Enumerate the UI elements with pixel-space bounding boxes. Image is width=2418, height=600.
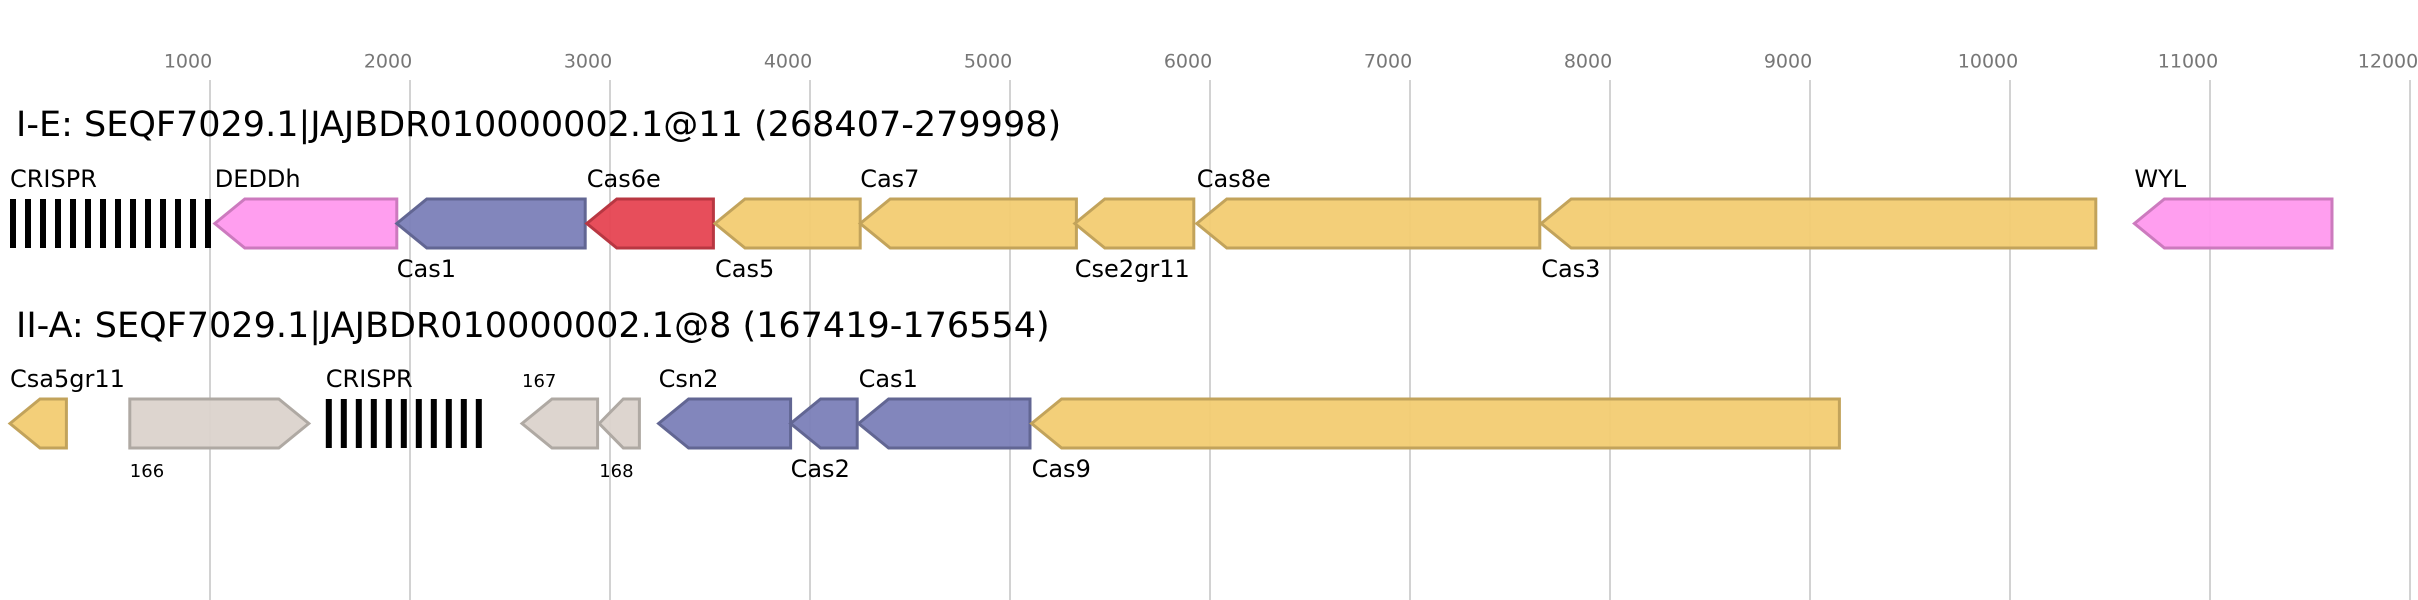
- tick-label: 9000: [1764, 51, 1812, 73]
- gene-label: DEDDh: [215, 165, 301, 193]
- gene: [597, 397, 641, 450]
- gene-arrow: [128, 397, 312, 450]
- gene-arrow: [857, 197, 1078, 250]
- gene: [656, 397, 793, 450]
- crispr-repeat: [40, 199, 46, 248]
- gene-label: Cas7: [860, 165, 919, 193]
- tick-label: 4000: [764, 51, 812, 73]
- tick-label: 10000: [1958, 51, 2018, 73]
- gene-label: Csa5gr11: [10, 365, 125, 393]
- gene-label: Cse2gr11: [1075, 255, 1190, 283]
- track-title: I-E: SEQF7029.1|JAJBDR010000002.1@11 (26…: [16, 105, 1061, 145]
- crispr-repeat: [325, 399, 332, 448]
- crispr-repeat: [145, 199, 151, 248]
- crispr-repeat: [415, 399, 422, 448]
- crispr-repeat: [115, 199, 121, 248]
- gene-arrow: [7, 397, 68, 450]
- gene: [788, 397, 859, 450]
- crispr-repeat: [370, 399, 377, 448]
- crispr-repeat: [190, 199, 196, 248]
- gene: [394, 197, 587, 250]
- gene-label: WYL: [2134, 165, 2186, 193]
- gene-label: Cas1: [859, 365, 918, 393]
- gene-arrow: [856, 397, 1032, 450]
- gene: [519, 397, 600, 450]
- crispr-repeat: [400, 399, 407, 448]
- gene: [128, 397, 312, 450]
- tick-label: 5000: [964, 51, 1012, 73]
- crispr-repeat: [25, 199, 31, 248]
- gene-arrow: [1029, 397, 1841, 450]
- gene-label: 168: [599, 461, 633, 482]
- crispr-repeat: [460, 399, 467, 448]
- crispr-repeat: [430, 399, 437, 448]
- gene: [7, 397, 68, 450]
- tick-label: 2000: [364, 51, 412, 73]
- gene-label: 167: [522, 371, 556, 392]
- gene-arrow: [1538, 197, 2098, 250]
- gene-arrow: [519, 397, 600, 450]
- crispr-repeat: [175, 199, 181, 248]
- gene: [1029, 397, 1841, 450]
- crispr-repeat: [355, 399, 362, 448]
- crispr-repeat: [10, 199, 16, 248]
- gene-arrow: [656, 397, 793, 450]
- gene-label: Cas5: [715, 255, 774, 283]
- crispr-repeat: [475, 399, 482, 448]
- crispr-repeat: [100, 199, 106, 248]
- crispr-repeat: [70, 199, 76, 248]
- crispr-repeat: [385, 399, 392, 448]
- gene-label: CRISPR: [326, 365, 413, 393]
- gene-arrow: [212, 197, 399, 250]
- gene: [712, 197, 862, 250]
- gene-label: Cas8e: [1197, 165, 1271, 193]
- gene: [1194, 197, 1542, 250]
- tick-label: 3000: [564, 51, 612, 73]
- tick-label: 1000: [164, 51, 212, 73]
- tick-label: 11000: [2158, 51, 2218, 73]
- tick-label: 6000: [1164, 51, 1212, 73]
- gene: [10, 199, 211, 248]
- tick-label: 7000: [1364, 51, 1412, 73]
- gene-label: Cas6e: [587, 165, 661, 193]
- gene: [325, 399, 482, 448]
- crispr-repeat: [445, 399, 452, 448]
- gene-arrow: [712, 197, 862, 250]
- gene-arrow: [2132, 197, 2334, 250]
- crispr-repeat: [130, 199, 136, 248]
- gene: [857, 197, 1078, 250]
- tick-label: 8000: [1564, 51, 1612, 73]
- gene-arrow: [1194, 197, 1542, 250]
- gene-arrow: [584, 197, 715, 250]
- gene: [1072, 197, 1196, 250]
- tick-label: 12000: [2358, 51, 2418, 73]
- crispr-repeat: [55, 199, 61, 248]
- gene: [1538, 197, 2098, 250]
- crispr-repeat: [160, 199, 166, 248]
- gene-arrow: [1072, 197, 1196, 250]
- gene-label: Cas9: [1032, 455, 1091, 483]
- gene-label: CRISPR: [10, 165, 97, 193]
- gene-label: Cas3: [1541, 255, 1600, 283]
- gene-arrow: [597, 397, 641, 450]
- gene-label: Cas2: [791, 455, 850, 483]
- gene: [212, 197, 399, 250]
- crispr-repeat: [340, 399, 347, 448]
- gene-arrow: [788, 397, 859, 450]
- gene-label: Csn2: [659, 365, 719, 393]
- gene: [584, 197, 715, 250]
- gene: [2132, 197, 2334, 250]
- gene-arrow: [394, 197, 587, 250]
- crispr-repeat: [205, 199, 211, 248]
- gene-label: 166: [130, 461, 164, 482]
- gene: [856, 397, 1032, 450]
- gene-label: Cas1: [397, 255, 456, 283]
- crispr-repeat: [85, 199, 91, 248]
- track-title: II-A: SEQF7029.1|JAJBDR010000002.1@8 (16…: [16, 306, 1050, 346]
